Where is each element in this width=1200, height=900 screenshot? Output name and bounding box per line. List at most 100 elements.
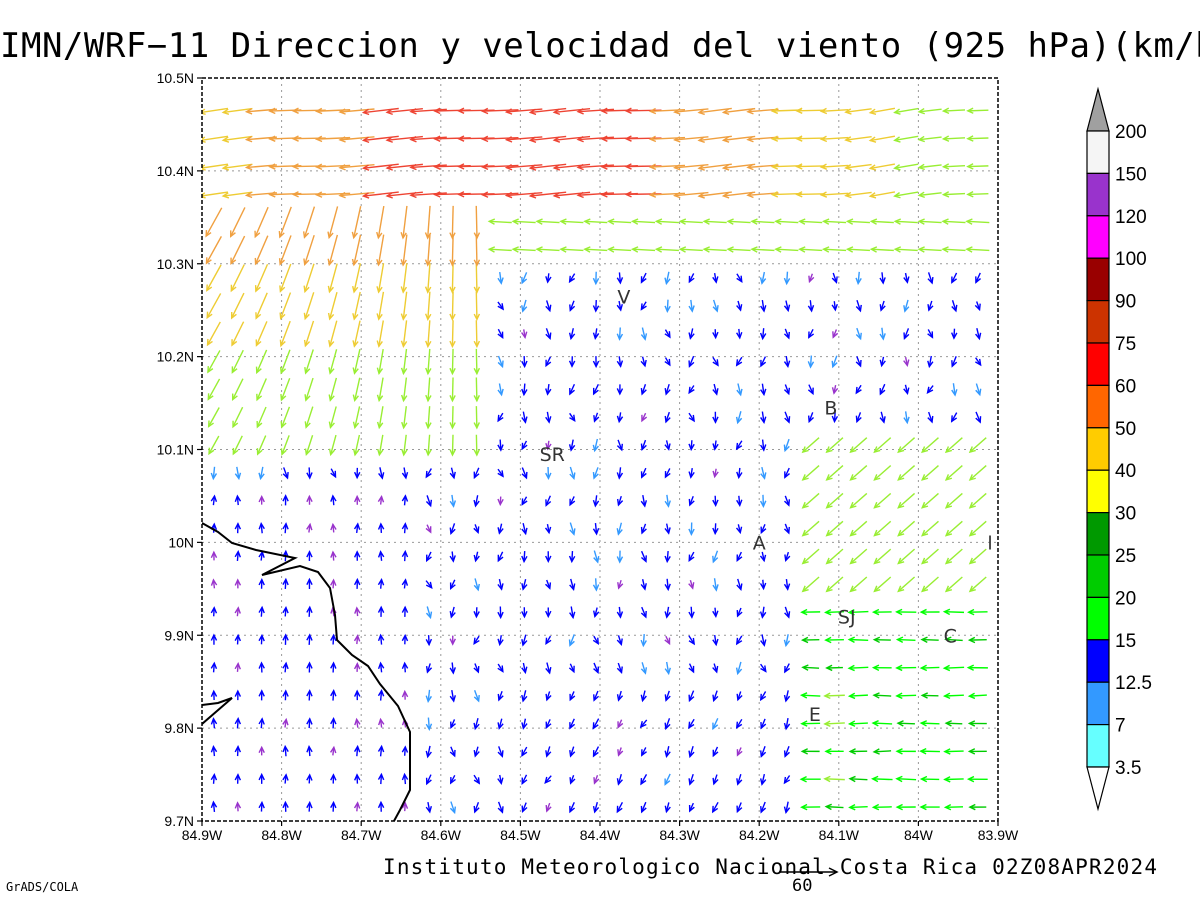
wind-vector	[425, 580, 433, 589]
wind-vector	[807, 300, 815, 313]
wind-vector	[552, 191, 591, 199]
wind-vector	[258, 605, 265, 617]
wind-vector	[783, 328, 790, 340]
wind-vector	[504, 108, 543, 115]
wind-vector	[449, 406, 456, 430]
wind-vector	[712, 690, 719, 703]
wind-vector	[306, 773, 313, 784]
wind-vector	[654, 218, 679, 225]
wind-vector	[425, 524, 432, 534]
wind-vector	[688, 606, 695, 619]
wind-vector	[801, 548, 820, 565]
wind-vector	[975, 272, 982, 284]
wind-vector	[783, 634, 791, 648]
wind-vector	[736, 773, 743, 786]
grid-lines	[202, 78, 998, 821]
wind-vector	[593, 607, 600, 619]
wind-vector	[545, 356, 552, 368]
wind-vector	[291, 107, 326, 114]
wind-vector	[545, 300, 552, 313]
wind-vector	[897, 492, 916, 509]
wind-vector	[521, 774, 528, 786]
wind-vector	[736, 802, 743, 814]
wind-vector	[258, 800, 265, 812]
wind-vector	[291, 135, 326, 142]
wind-vector	[825, 576, 844, 593]
wind-vector	[616, 384, 624, 396]
wind-vector	[303, 234, 315, 266]
wind-vector	[759, 494, 767, 508]
wind-vector	[377, 772, 385, 785]
wind-vector	[799, 692, 821, 699]
city-label: SR	[540, 444, 565, 466]
wind-vector	[664, 357, 671, 367]
wind-vector	[592, 384, 599, 396]
wind-vector	[664, 802, 671, 814]
wind-vector	[664, 329, 671, 339]
wind-vector	[616, 272, 624, 285]
wind-vector	[353, 662, 361, 672]
wind-vector	[607, 218, 632, 225]
wind-vector	[473, 801, 480, 814]
wind-vector	[511, 218, 536, 225]
colorbar-box	[1086, 511, 1110, 556]
wind-vector	[616, 690, 624, 702]
wind-vector	[569, 383, 576, 396]
wind-vector	[966, 664, 988, 671]
y-tick-label: 9.9N	[164, 627, 194, 643]
wind-vector	[449, 494, 457, 508]
wind-vector	[640, 384, 647, 396]
wind-vector	[593, 774, 600, 785]
wind-vector	[917, 163, 942, 171]
wind-vector	[917, 218, 942, 225]
wind-vector	[712, 495, 719, 507]
wind-vector	[903, 299, 910, 313]
wind-vector	[377, 522, 385, 534]
x-tick-label: 84.6W	[421, 827, 462, 843]
wind-vector	[473, 551, 480, 563]
wind-vector	[425, 689, 432, 703]
wind-vector	[917, 135, 942, 143]
wind-vector	[871, 775, 893, 783]
wind-vector	[425, 774, 432, 786]
wind-vector	[868, 135, 896, 143]
reference-vector	[779, 867, 839, 877]
wind-vector	[354, 773, 361, 784]
wind-vector	[521, 329, 528, 340]
wind-vector	[872, 748, 892, 755]
wind-vector	[473, 406, 480, 430]
wind-vector	[966, 107, 989, 114]
wind-vector	[920, 692, 939, 699]
wind-vector	[568, 273, 576, 284]
wind-vector	[825, 465, 844, 481]
wind-vector	[449, 434, 456, 457]
wind-vector	[234, 662, 241, 672]
wind-vector	[941, 246, 966, 253]
wind-vector	[760, 356, 767, 368]
wind-vector	[664, 468, 671, 479]
wind-vector	[497, 355, 504, 369]
wind-vector	[688, 773, 695, 786]
colorbar-box	[1086, 342, 1110, 387]
wind-vector	[377, 550, 385, 561]
wind-vector	[951, 328, 958, 340]
wind-vector	[760, 718, 767, 730]
wind-vector	[535, 218, 560, 225]
wind-vector	[735, 524, 743, 535]
wind-vector	[616, 801, 624, 814]
wind-vector	[640, 579, 647, 591]
wind-vector	[210, 466, 218, 481]
wind-vector	[400, 263, 408, 294]
wind-vector	[304, 406, 314, 429]
wind-vector	[330, 800, 337, 812]
wind-vector	[258, 633, 265, 645]
x-tick-label: 84.5W	[500, 827, 541, 843]
wind-vector	[545, 691, 552, 702]
wind-vector	[968, 548, 987, 565]
wind-vector	[721, 107, 756, 116]
wind-vector	[968, 437, 987, 454]
wind-vector	[702, 218, 727, 225]
wind-vector	[844, 108, 872, 115]
wind-vector	[664, 523, 671, 535]
wind-vector	[210, 772, 218, 784]
